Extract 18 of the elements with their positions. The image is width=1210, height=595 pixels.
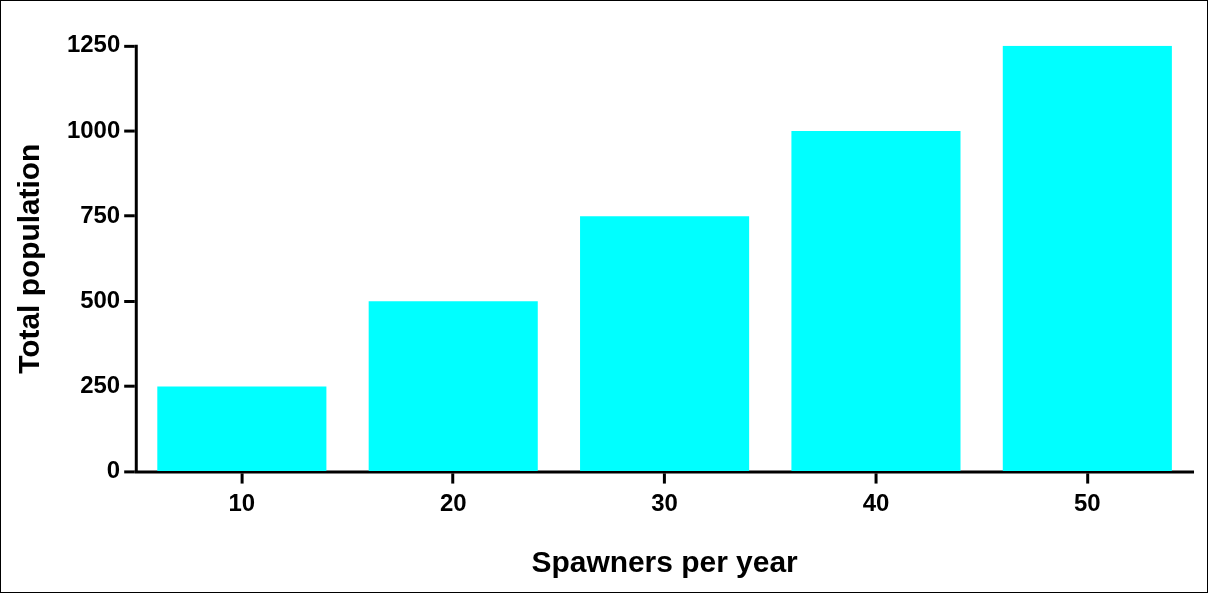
y-tick-label: 0	[106, 456, 121, 484]
bar	[1002, 45, 1172, 472]
y-tick-label: 750	[80, 200, 121, 228]
y-tick-label: 1250	[66, 30, 121, 58]
bar	[157, 386, 327, 472]
bar	[580, 216, 750, 472]
x-tick-label: 30	[651, 488, 678, 516]
x-tick-label: 10	[228, 488, 256, 516]
y-tick-label: 500	[80, 285, 121, 313]
x-tick-label: 40	[862, 488, 890, 516]
y-tick-label: 1000	[66, 115, 121, 143]
x-axis-title: Spawners per year	[531, 545, 799, 579]
x-tick-label: 20	[439, 488, 467, 516]
bar	[368, 301, 538, 472]
y-tick-label: 250	[80, 371, 121, 399]
y-axis-title: Total population	[12, 143, 46, 374]
x-tick-label: 50	[1074, 488, 1101, 516]
bar	[791, 131, 961, 472]
